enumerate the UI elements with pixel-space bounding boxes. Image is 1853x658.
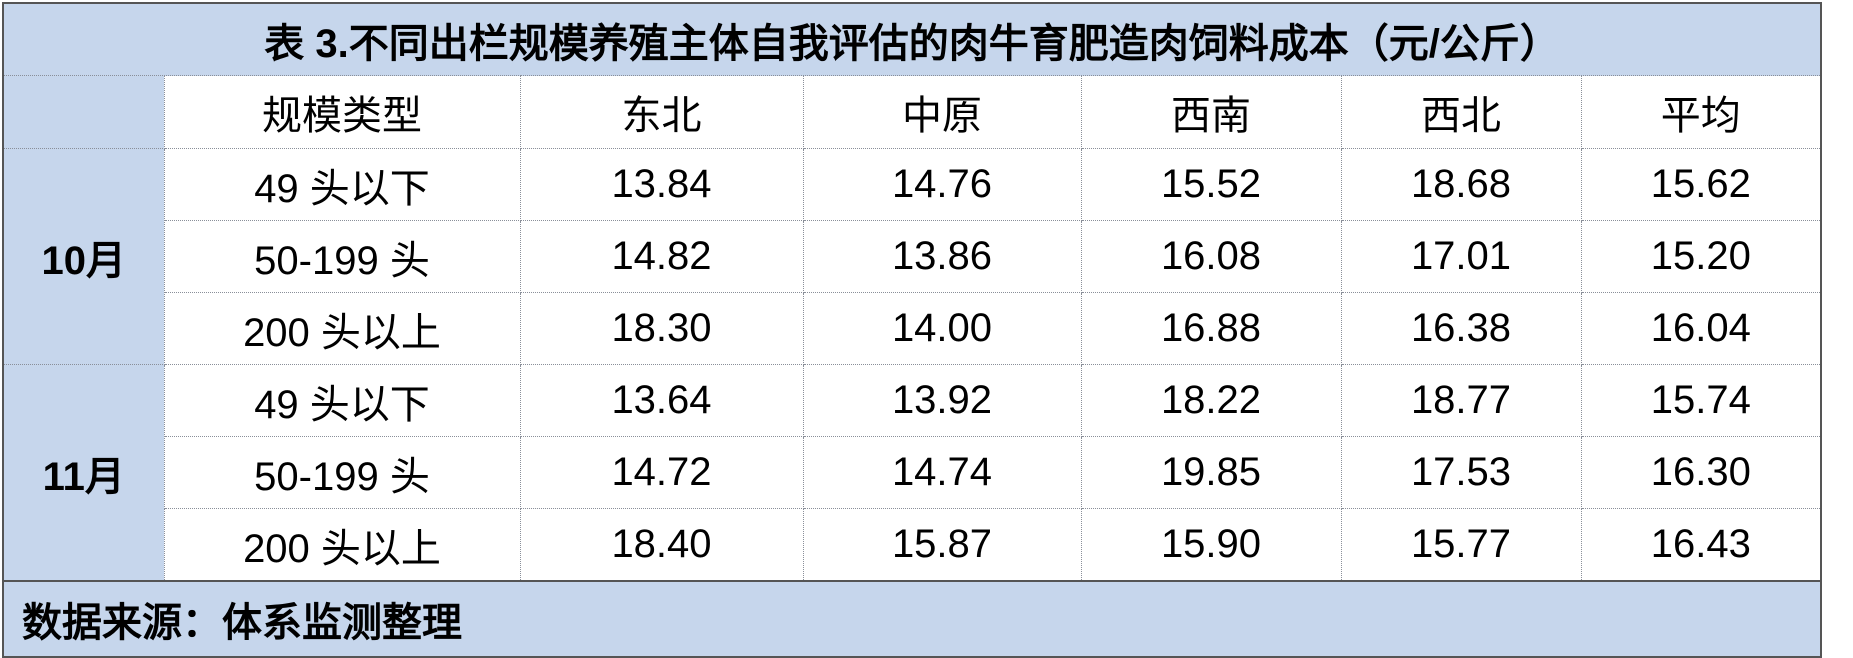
value-cell: 16.43 (1580, 508, 1822, 582)
table-row: 50-199 头 14.72 14.74 19.85 17.53 16.30 (3, 436, 1822, 509)
table-row: 11月 49 头以下 13.64 13.92 18.22 18.77 15.74 (2, 364, 1822, 582)
value-cell: 18.22 (1080, 364, 1342, 437)
feed-cost-table: 表 3.不同出栏规模养殖主体自我评估的肉牛育肥造肉饲料成本（元/公斤） 规模类型… (2, 2, 1823, 658)
value-cell: 13.92 (802, 364, 1082, 437)
month-label: 11月 (2, 364, 165, 582)
value-cell: 18.40 (519, 508, 804, 582)
value-cell: 13.84 (519, 148, 804, 221)
header-size-type: 规模类型 (163, 75, 521, 149)
header-northwest: 西北 (1340, 75, 1582, 149)
header-row: 规模类型 东北 中原 西南 西北 平均 (2, 75, 1822, 149)
value-cell: 14.00 (802, 292, 1082, 365)
value-cell: 15.77 (1340, 508, 1582, 582)
value-cell: 14.76 (802, 148, 1082, 221)
table-row: 200 头以上 18.30 14.00 16.88 16.38 16.04 (3, 292, 1822, 365)
value-cell: 14.72 (519, 436, 804, 509)
size-type-cell: 49 头以下 (163, 148, 521, 221)
value-cell: 15.90 (1080, 508, 1342, 582)
table-row: 10月 49 头以下 13.84 14.76 15.52 18.68 15.62 (2, 148, 1822, 365)
size-type-cell: 200 头以上 (163, 292, 521, 365)
table-row: 50-199 头 14.82 13.86 16.08 17.01 15.20 (3, 220, 1822, 293)
month-label: 10月 (2, 148, 165, 365)
footer-row: 数据来源：体系监测整理 (2, 580, 1822, 658)
value-cell: 19.85 (1080, 436, 1342, 509)
value-cell: 16.88 (1080, 292, 1342, 365)
table-title: 表 3.不同出栏规模养殖主体自我评估的肉牛育肥造肉饲料成本（元/公斤） (2, 2, 1822, 76)
header-average: 平均 (1580, 75, 1822, 149)
value-cell: 13.64 (519, 364, 804, 437)
value-cell: 15.62 (1580, 148, 1822, 221)
size-type-cell: 49 头以下 (163, 364, 521, 437)
value-cell: 14.74 (802, 436, 1082, 509)
value-cell: 15.52 (1080, 148, 1342, 221)
value-cell: 18.68 (1340, 148, 1582, 221)
data-source-note: 数据来源：体系监测整理 (2, 580, 1822, 658)
title-row: 表 3.不同出栏规模养殖主体自我评估的肉牛育肥造肉饲料成本（元/公斤） (2, 2, 1822, 76)
header-northeast: 东北 (519, 75, 804, 149)
size-type-cell: 200 头以上 (163, 508, 521, 582)
value-cell: 16.04 (1580, 292, 1822, 365)
size-type-cell: 50-199 头 (163, 220, 521, 293)
value-cell: 17.53 (1340, 436, 1582, 509)
value-cell: 15.87 (802, 508, 1082, 582)
value-cell: 18.30 (519, 292, 804, 365)
value-cell: 17.01 (1340, 220, 1582, 293)
size-type-cell: 50-199 头 (163, 436, 521, 509)
header-central: 中原 (802, 75, 1082, 149)
value-cell: 16.08 (1080, 220, 1342, 293)
value-cell: 14.82 (519, 220, 804, 293)
value-cell: 13.86 (802, 220, 1082, 293)
value-cell: 16.38 (1340, 292, 1582, 365)
value-cell: 18.77 (1340, 364, 1582, 437)
value-cell: 15.20 (1580, 220, 1822, 293)
header-southwest: 西南 (1080, 75, 1342, 149)
value-cell: 16.30 (1580, 436, 1822, 509)
value-cell: 15.74 (1580, 364, 1822, 437)
header-corner (2, 75, 165, 149)
table-row: 200 头以上 18.40 15.87 15.90 15.77 16.43 (3, 508, 1822, 582)
